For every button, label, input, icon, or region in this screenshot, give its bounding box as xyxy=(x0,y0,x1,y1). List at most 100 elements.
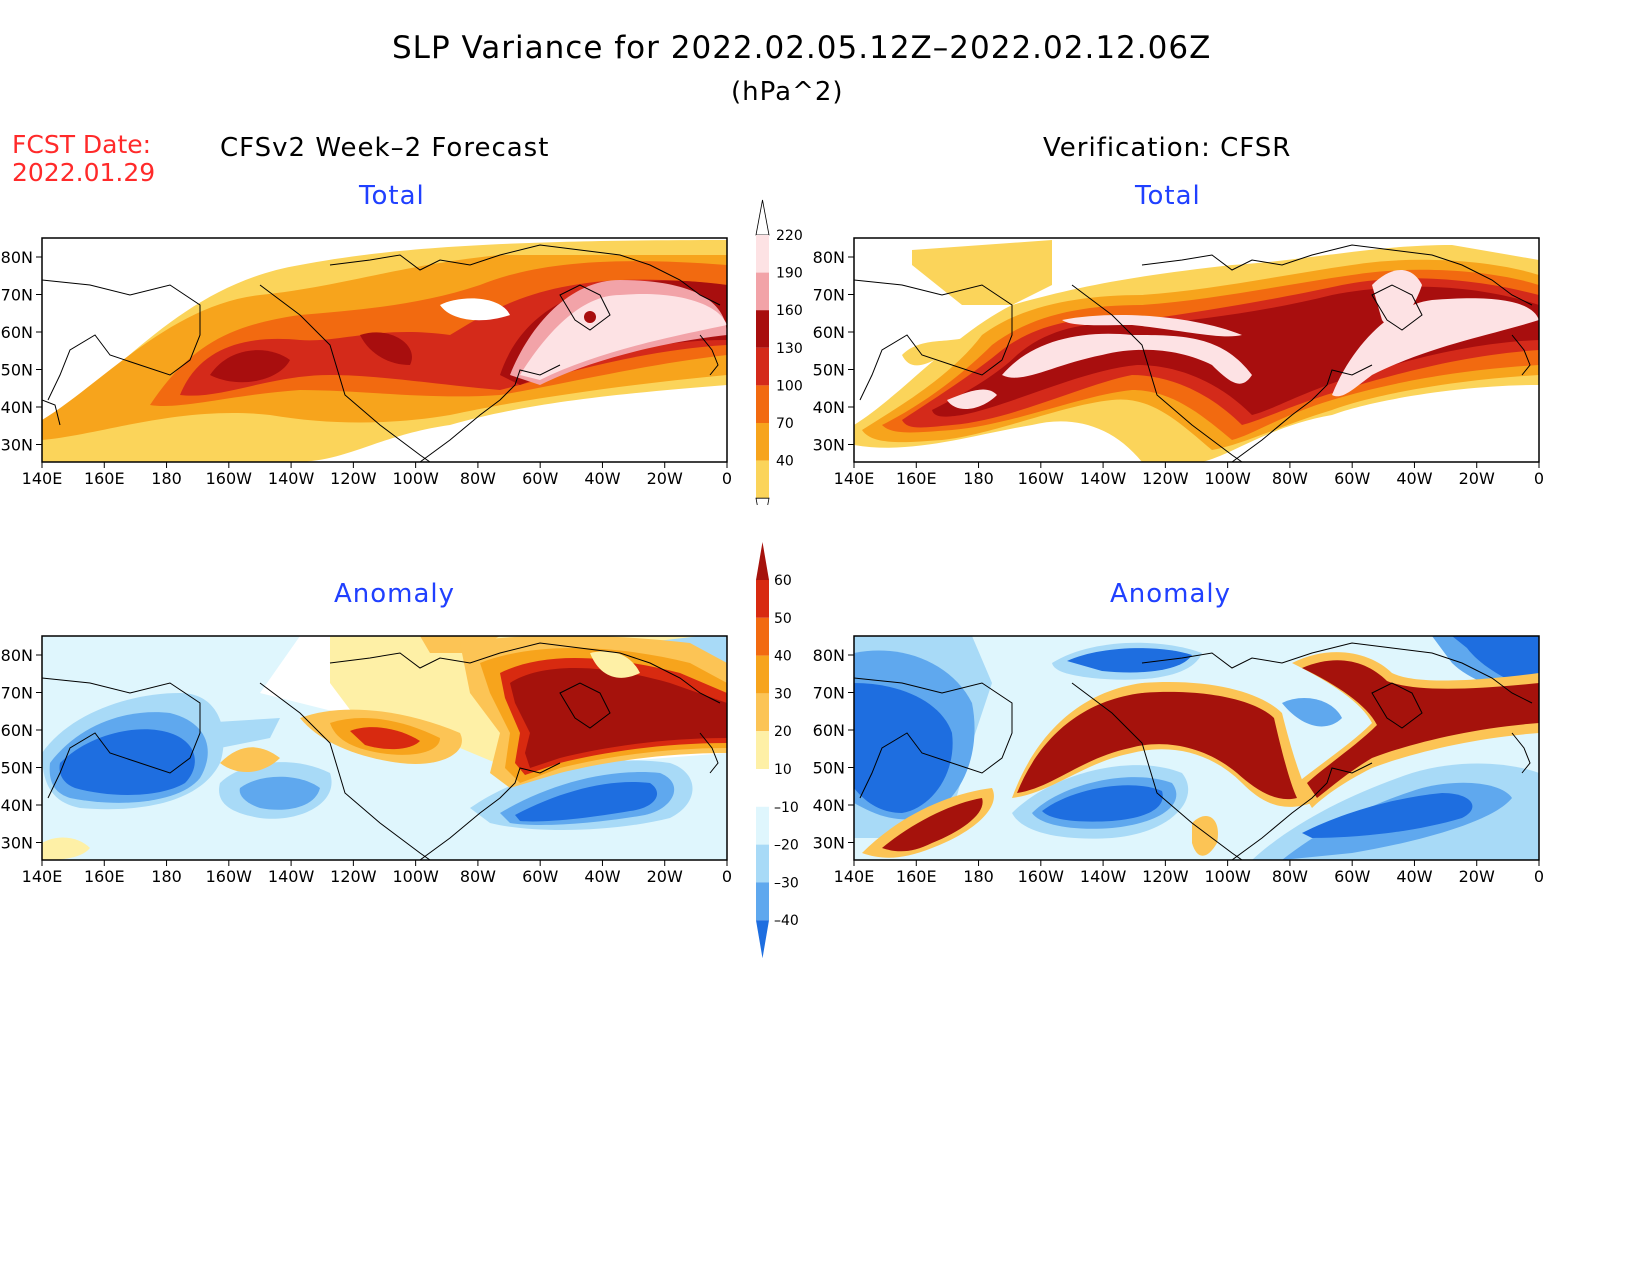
lon-label: 20W xyxy=(1459,469,1495,488)
lat-label: 70N xyxy=(1,286,33,305)
lat-label: 40N xyxy=(1,398,33,417)
lon-label: 0 xyxy=(722,469,732,488)
lon-label: 20W xyxy=(647,469,683,488)
lon-label: 160W xyxy=(1018,469,1065,488)
lon-label: 180 xyxy=(963,469,994,488)
lat-label: 50N xyxy=(813,361,845,380)
colorbar-label: 100 xyxy=(776,378,803,394)
colorbar-label: 130 xyxy=(776,341,803,357)
colorbar-label: –40 xyxy=(774,913,799,929)
colorbar-swatch xyxy=(756,235,769,273)
colorbar-swatch xyxy=(756,310,769,348)
verification-total-frame xyxy=(853,237,1540,463)
lon-label: 180 xyxy=(963,867,994,886)
forecast-total-map: 80N 70N 60N 50N 40N 30N 140E 160E 180 160W 140W 12… xyxy=(1,237,732,488)
lon-label: 0 xyxy=(1534,469,1544,488)
verification-total-map: 80N 70N 60N 50N 40N 30N 140E 160E 180 160W 140W 12… xyxy=(813,237,1544,488)
colorbar-label: 40 xyxy=(774,649,792,665)
lon-label: 40W xyxy=(584,867,620,886)
lon-label: 180 xyxy=(151,469,182,488)
lon-label: 20W xyxy=(647,867,683,886)
forecast-total-coastlines xyxy=(42,244,721,462)
lon-label: 0 xyxy=(1534,867,1544,886)
colorbar-swatch xyxy=(756,460,769,499)
forecast-heading: CFSv2 Week–2 Forecast xyxy=(220,133,550,163)
forecast-total-field xyxy=(42,240,727,462)
verification-total-coastlines xyxy=(854,244,1533,462)
lon-label: 140E xyxy=(834,867,875,886)
lon-label: 100W xyxy=(392,867,439,886)
colorbar-label: –20 xyxy=(774,838,799,854)
lat-label: 50N xyxy=(1,361,33,380)
lon-label: 60W xyxy=(1334,469,1370,488)
colorbar-bottom-arrow xyxy=(755,497,770,505)
colorbar-label: 70 xyxy=(776,416,794,432)
lon-label: 140W xyxy=(1080,469,1127,488)
lon-label: 120W xyxy=(330,867,377,886)
colorbar-label: –30 xyxy=(774,875,799,891)
lat-label: 60N xyxy=(813,323,845,342)
lon-label: 100W xyxy=(1204,867,1251,886)
colorbar-bottom-arrow xyxy=(756,920,769,959)
fcst-date-value: 2022.01.29 xyxy=(12,158,156,187)
lon-label: 40W xyxy=(1396,469,1432,488)
verification-anomaly-map: 80N 70N 60N 50N 40N 30N 140E 160E 180 160W 140W 12… xyxy=(813,635,1544,886)
lon-label: 60W xyxy=(522,867,558,886)
lat-label: 30N xyxy=(813,834,845,853)
lon-label: 100W xyxy=(392,469,439,488)
lon-label: 140E xyxy=(834,469,875,488)
lon-label: 160W xyxy=(1018,867,1065,886)
lon-label: 40W xyxy=(584,469,620,488)
lon-label: 140W xyxy=(268,867,315,886)
colorbar-swatch xyxy=(756,272,769,311)
forecast-anomaly-frame xyxy=(41,635,728,861)
colorbar-label: 60 xyxy=(774,573,792,589)
verification-total-field xyxy=(854,240,1539,462)
lon-label: 160W xyxy=(206,469,253,488)
colorbar-swatch xyxy=(756,806,769,845)
forecast-total-frame xyxy=(41,237,728,463)
lon-label: 160E xyxy=(84,469,125,488)
colorbar-swatch xyxy=(756,580,769,618)
colorbar-swatch xyxy=(756,423,769,461)
lon-label: 60W xyxy=(1334,867,1370,886)
colorbar-label: 190 xyxy=(776,266,803,282)
lon-label: 140E xyxy=(22,867,63,886)
lat-label: 40N xyxy=(813,398,845,417)
lat-label: 30N xyxy=(1,436,33,455)
lon-label: 160E xyxy=(896,867,937,886)
colorbar-swatch xyxy=(756,347,769,386)
lon-label: 80W xyxy=(1272,469,1308,488)
lon-label: 120W xyxy=(1142,469,1189,488)
lon-label: 0 xyxy=(722,867,732,886)
verification-heading: Verification: CFSR xyxy=(1043,133,1292,163)
lon-label: 160E xyxy=(896,469,937,488)
colorbar-label: 50 xyxy=(774,611,792,627)
lat-label: 60N xyxy=(1,323,33,342)
verification-anomaly-title: Anomaly xyxy=(1110,579,1232,609)
colorbar-top-arrow xyxy=(755,199,770,236)
colorbar-swatch xyxy=(756,693,769,732)
verification-total-title: Total xyxy=(1135,181,1201,211)
colorbar-swatch xyxy=(756,882,769,921)
lon-label: 80W xyxy=(460,867,496,886)
colorbar-swatch xyxy=(756,385,769,423)
lon-label: 140W xyxy=(268,469,315,488)
colorbar-swatch xyxy=(756,617,769,656)
colorbar-label: –10 xyxy=(774,800,799,816)
lat-label: 60N xyxy=(813,721,845,740)
lat-label: 80N xyxy=(813,248,845,267)
colorbar-label: 40 xyxy=(776,454,794,470)
lon-label: 140W xyxy=(1080,867,1127,886)
forecast-anomaly-coastlines xyxy=(42,642,721,860)
lat-label: 80N xyxy=(1,646,33,665)
verification-anomaly-coastlines xyxy=(854,642,1533,860)
lat-label: 70N xyxy=(813,286,845,305)
lat-label: 50N xyxy=(813,759,845,778)
lon-label: 140E xyxy=(22,469,63,488)
lon-label: 80W xyxy=(1272,867,1308,886)
lon-label: 80W xyxy=(460,469,496,488)
colorbar-swatch xyxy=(756,731,769,769)
anomaly-colorbar: 60 50 40 30 20 10 –10 –20 –30 –40 xyxy=(756,542,799,959)
forecast-anomaly-map: 80N 70N 60N 50N 40N 30N 140E 160E 180 160W 140W 12… xyxy=(1,635,732,886)
